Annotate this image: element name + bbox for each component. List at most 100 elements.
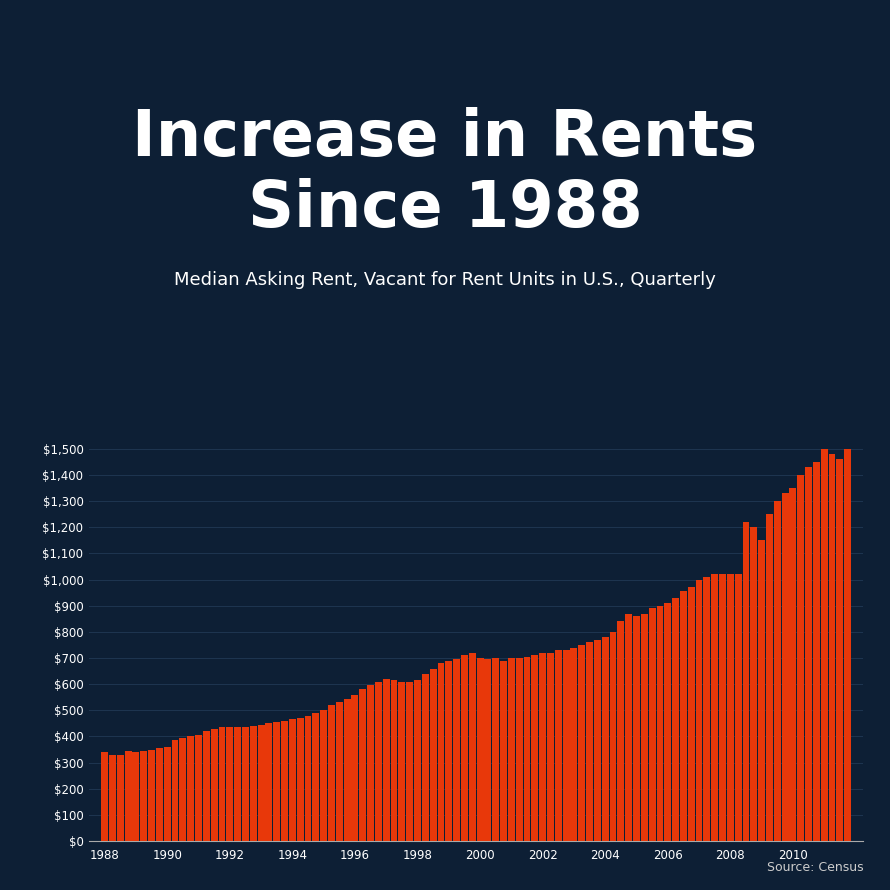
- Bar: [242, 727, 249, 841]
- Bar: [312, 713, 320, 841]
- Bar: [296, 718, 303, 841]
- Bar: [649, 609, 656, 841]
- Bar: [226, 727, 233, 841]
- Bar: [281, 721, 288, 841]
- Bar: [257, 724, 264, 841]
- Bar: [492, 658, 499, 841]
- Bar: [164, 747, 171, 841]
- Bar: [508, 658, 514, 841]
- Bar: [187, 737, 194, 841]
- Bar: [523, 657, 530, 841]
- Bar: [477, 658, 483, 841]
- Bar: [578, 645, 586, 841]
- Bar: [570, 648, 578, 841]
- Bar: [594, 640, 601, 841]
- Bar: [610, 632, 617, 841]
- Bar: [469, 653, 475, 841]
- Bar: [234, 727, 241, 841]
- Bar: [711, 574, 718, 841]
- Bar: [500, 660, 507, 841]
- Bar: [703, 577, 710, 841]
- Bar: [484, 659, 491, 841]
- Bar: [219, 727, 225, 841]
- Bar: [406, 682, 413, 841]
- Bar: [539, 653, 546, 841]
- Bar: [750, 527, 757, 841]
- Bar: [344, 699, 351, 841]
- Bar: [141, 751, 147, 841]
- Bar: [399, 682, 405, 841]
- Bar: [453, 659, 460, 841]
- Bar: [562, 651, 570, 841]
- Bar: [758, 540, 765, 841]
- Bar: [719, 574, 726, 841]
- Bar: [250, 726, 256, 841]
- Bar: [125, 751, 132, 841]
- Bar: [289, 719, 295, 841]
- Bar: [117, 755, 124, 841]
- Bar: [587, 643, 593, 841]
- Bar: [641, 613, 648, 841]
- Bar: [320, 710, 328, 841]
- Bar: [414, 680, 421, 841]
- Bar: [735, 574, 741, 841]
- Bar: [696, 579, 702, 841]
- Bar: [461, 655, 468, 841]
- Bar: [438, 663, 444, 841]
- Bar: [367, 685, 374, 841]
- Bar: [805, 467, 812, 841]
- Bar: [336, 702, 343, 841]
- Bar: [156, 748, 163, 841]
- Bar: [352, 694, 359, 841]
- Bar: [688, 587, 695, 841]
- Bar: [273, 722, 280, 841]
- Bar: [813, 462, 820, 841]
- Bar: [625, 613, 632, 841]
- Bar: [172, 740, 179, 841]
- Bar: [515, 658, 522, 841]
- Text: Median Asking Rent, Vacant for Rent Units in U.S., Quarterly: Median Asking Rent, Vacant for Rent Unit…: [174, 271, 716, 289]
- Bar: [430, 668, 437, 841]
- Bar: [265, 724, 272, 841]
- Bar: [680, 591, 687, 841]
- Text: Increase in Rents: Increase in Rents: [133, 107, 757, 169]
- Bar: [602, 637, 609, 841]
- Bar: [180, 738, 186, 841]
- Bar: [766, 514, 773, 841]
- Bar: [148, 749, 155, 841]
- Bar: [133, 752, 140, 841]
- Bar: [618, 621, 624, 841]
- Bar: [109, 755, 116, 841]
- Bar: [727, 574, 733, 841]
- Bar: [742, 522, 749, 841]
- Bar: [554, 651, 562, 841]
- Text: Since 1988: Since 1988: [247, 178, 643, 240]
- Bar: [821, 449, 828, 841]
- Bar: [328, 705, 335, 841]
- Bar: [360, 690, 366, 841]
- Bar: [531, 655, 538, 841]
- Bar: [422, 674, 429, 841]
- Bar: [195, 735, 202, 841]
- Bar: [657, 606, 663, 841]
- Bar: [829, 454, 836, 841]
- Bar: [781, 493, 789, 841]
- Bar: [664, 603, 671, 841]
- Bar: [101, 752, 108, 841]
- Bar: [304, 716, 311, 841]
- Bar: [633, 616, 640, 841]
- Bar: [375, 682, 382, 841]
- Text: Source: Census: Source: Census: [766, 861, 863, 874]
- Bar: [445, 660, 452, 841]
- Bar: [203, 732, 210, 841]
- Bar: [845, 449, 851, 841]
- Bar: [547, 653, 554, 841]
- Bar: [383, 679, 390, 841]
- Bar: [797, 475, 805, 841]
- Bar: [789, 488, 797, 841]
- Bar: [391, 680, 398, 841]
- Bar: [837, 459, 844, 841]
- Bar: [773, 501, 781, 841]
- Bar: [672, 598, 679, 841]
- Bar: [211, 729, 217, 841]
